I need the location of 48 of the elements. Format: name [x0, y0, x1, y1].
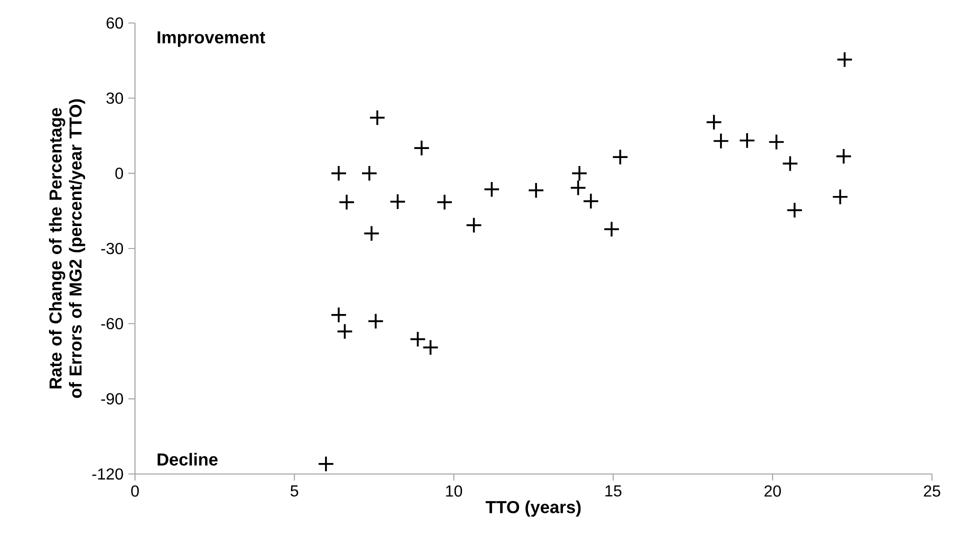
- point: [571, 165, 588, 182]
- point: [712, 132, 730, 150]
- point: [832, 188, 848, 206]
- point: [413, 140, 430, 156]
- point: [768, 134, 785, 150]
- point: [422, 339, 439, 356]
- point: [466, 216, 482, 234]
- point: [570, 180, 586, 196]
- point: [363, 225, 380, 242]
- point: [706, 114, 722, 130]
- point: [410, 330, 426, 348]
- y-tick-label: -30: [101, 242, 124, 254]
- x-tick-label: 15: [606, 485, 622, 497]
- point: [835, 148, 852, 165]
- point: [436, 194, 453, 210]
- x-tick-label: 0: [131, 485, 139, 497]
- point: [369, 109, 386, 126]
- point: [318, 456, 334, 472]
- point: [338, 194, 355, 210]
- x-tick-label: 5: [290, 485, 298, 497]
- point: [738, 132, 756, 149]
- point: [389, 193, 406, 210]
- x-tick-label: 20: [764, 485, 781, 497]
- annotation: Improvement: [158, 31, 266, 47]
- y-tick-label: 60: [106, 17, 124, 29]
- point: [367, 312, 384, 330]
- point: [483, 181, 500, 198]
- x-tick-label: 10: [446, 485, 462, 497]
- y-tick-label: 30: [106, 92, 124, 104]
- point: [782, 155, 798, 172]
- point: [582, 192, 600, 210]
- point: [361, 165, 378, 182]
- point: [786, 202, 803, 218]
- annotation: Decline: [158, 452, 218, 466]
- y-tick-label: -90: [101, 393, 124, 404]
- point: [330, 165, 347, 182]
- y-tick-label: -60: [101, 318, 124, 330]
- point: [612, 148, 628, 166]
- y-axis-title: Rate of Change of the Percentage of Errors of MG2 (percent/year TTO): [48, 99, 86, 398]
- x-axis-title: TTO (years): [486, 500, 581, 517]
- point: [330, 306, 347, 324]
- y-tick-label: 0: [115, 168, 124, 179]
- point: [603, 220, 620, 238]
- point: [836, 51, 853, 68]
- y-tick-label: -120: [92, 468, 124, 480]
- point: [528, 182, 544, 199]
- point: [336, 323, 354, 340]
- x-tick-label: 25: [924, 485, 940, 497]
